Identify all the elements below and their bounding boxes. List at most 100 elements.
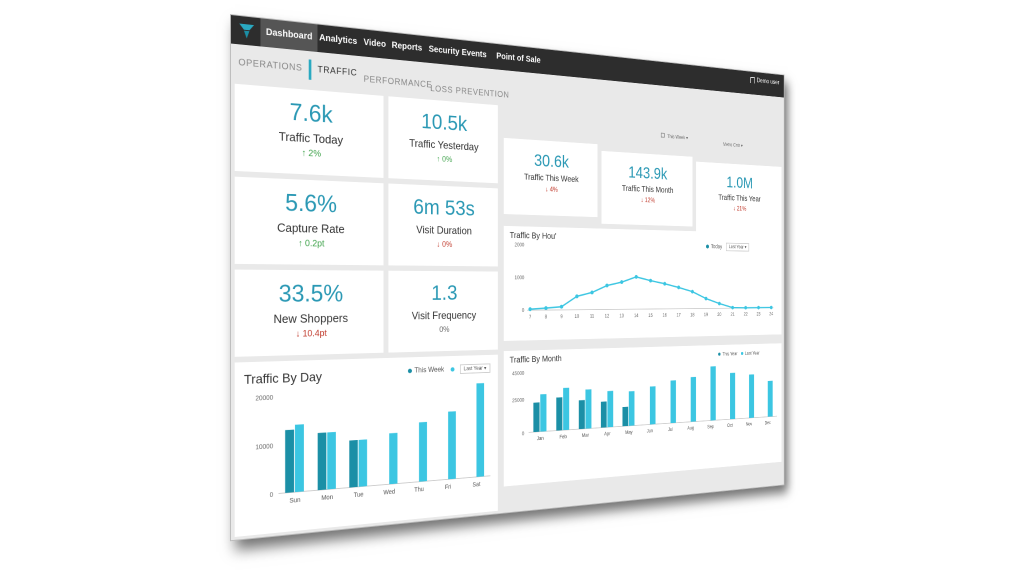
data-point <box>544 306 547 310</box>
traffic-by-hour-chart: 0 1000 2000 7 8 9 10 11 12 13 14 15 16 17 18 19 20 21 22 23… <box>504 226 782 341</box>
x-tick-label: Jan <box>537 436 544 442</box>
bar-compare <box>476 383 484 477</box>
x-tick-label: Sep <box>707 425 714 431</box>
bar-compare <box>711 366 716 420</box>
kpi-value: 10.5k <box>388 107 497 139</box>
x-tick-label: 9 <box>560 314 562 320</box>
x-tick-label: Dec <box>765 421 771 426</box>
x-tick-label: Aug <box>687 426 694 432</box>
y-tick-label: 45000 <box>512 371 524 377</box>
data-point <box>590 291 593 295</box>
data-point <box>705 297 708 301</box>
user-icon <box>750 77 755 84</box>
data-point <box>635 275 638 279</box>
kpi-change: ↓ 21% <box>696 203 781 213</box>
x-tick-label: May <box>625 430 633 436</box>
kpi-change: ↓ 10.4pt <box>235 328 384 341</box>
data-point <box>718 302 721 306</box>
x-tick-label: 12 <box>605 314 610 319</box>
traffic-by-month-panel: Traffic By Month This Year Last Year 0 25… <box>504 343 782 486</box>
x-tick-label: 16 <box>663 313 667 318</box>
x-tick-label: Sun <box>289 497 301 505</box>
bar-current <box>318 432 327 490</box>
kpi-capture-rate: 5.6% Capture Rate ↑ 0.2pt <box>235 177 384 266</box>
data-point <box>620 280 623 284</box>
data-point <box>744 306 747 310</box>
bar-compare <box>540 394 546 432</box>
kpi-change: ↑ 0% <box>388 151 497 166</box>
x-tick-label: Mar <box>582 433 589 439</box>
kpi-visit-duration: 6m 53s Visit Duration ↓ 0% <box>388 184 497 267</box>
bar-compare <box>327 432 336 489</box>
x-tick-label: 14 <box>634 314 638 319</box>
store-filter[interactable]: Metro Cntr ▾ <box>723 142 743 149</box>
traffic-by-day-panel: Traffic By Day This Week Last Year ▾ 0 10… <box>235 355 498 537</box>
bar-current <box>579 400 585 429</box>
kpi-label: Visit Frequency <box>388 309 497 322</box>
data-point <box>691 290 694 294</box>
kpi-label: Visit Duration <box>388 223 497 238</box>
x-tick-label: Feb <box>559 434 566 440</box>
bar-compare <box>670 380 675 423</box>
nav-item-analytics[interactable]: Analytics <box>319 25 357 56</box>
bar-current <box>601 401 607 427</box>
x-tick-label: 19 <box>704 313 708 318</box>
x-tick-label: 17 <box>677 313 681 318</box>
bar-compare <box>295 424 304 492</box>
bar-compare <box>563 388 569 430</box>
data-point <box>649 279 652 283</box>
data-point <box>770 306 773 310</box>
x-tick-label: 21 <box>731 312 735 317</box>
kpi-traffic-yesterday: 10.5k Traffic Yesterday ↑ 0% <box>388 96 497 183</box>
kpi-value: 5.6% <box>235 186 384 220</box>
tab-loss-prevention[interactable]: LOSS PREVENTION <box>430 84 509 100</box>
y-tick-label: 10000 <box>255 443 273 452</box>
bar-compare <box>448 411 456 479</box>
bar-current <box>622 407 628 427</box>
y-tick-label: 0 <box>522 431 524 437</box>
bar-current <box>285 430 294 493</box>
kpi-value: 6m 53s <box>388 194 497 222</box>
bar-compare <box>359 439 367 486</box>
bar-compare <box>629 391 635 426</box>
nav-item-video[interactable]: Video <box>364 30 386 59</box>
tab-traffic[interactable]: TRAFFIC <box>317 65 357 79</box>
tab-performance[interactable]: PERFORMANCE <box>364 74 433 90</box>
tab-operations[interactable]: OPERATIONS <box>238 58 302 74</box>
x-tick-label: Tue <box>354 491 364 499</box>
x-tick-label: 10 <box>575 314 580 320</box>
data-point <box>575 294 578 298</box>
bar-current <box>556 397 562 430</box>
brand-logo-icon <box>238 22 255 41</box>
kpi-change: ↓ 0% <box>388 239 497 250</box>
x-tick-label: Jun <box>647 429 653 435</box>
x-tick-label: 24 <box>769 312 773 317</box>
data-point <box>528 307 531 311</box>
kpi-value: 1.0M <box>696 172 781 194</box>
traffic-by-month-chart: 02500045000Jan Feb Mar Apr May Jun Jul Aug Sep Oc… <box>504 343 782 486</box>
y-tick-label: 0 <box>270 491 274 499</box>
kpi-traffic-week: 30.6k Traffic This Week ↓ 4% <box>504 138 598 217</box>
calendar-icon <box>661 133 665 138</box>
active-tab-marker <box>309 59 312 79</box>
bar-compare <box>768 381 773 417</box>
kpi-traffic-month: 143.9k Traffic This Month ↓ 12% <box>602 151 693 227</box>
x-tick-label: 13 <box>619 314 623 319</box>
user-label: Demo user <box>757 77 780 86</box>
period-filter[interactable]: This Week ▾ <box>661 133 688 141</box>
traffic-by-day-chart: 0 10000 20000 Sun Mon Tue Wed Thu Fri Sat <box>235 355 498 537</box>
y-tick-label: 20000 <box>255 394 273 402</box>
data-point <box>757 306 760 310</box>
x-tick-label: Jul <box>668 427 673 433</box>
kpi-label: New Shoppers <box>235 311 384 327</box>
bar-compare <box>650 386 656 424</box>
nav-item-reports[interactable]: Reports <box>392 33 422 63</box>
x-tick-label: 11 <box>590 314 594 320</box>
bar-compare <box>389 433 397 484</box>
x-tick-label: 8 <box>545 315 547 321</box>
kpi-value: 7.6k <box>235 93 384 132</box>
user-menu[interactable]: Demo user <box>750 76 779 86</box>
kpi-change: ↓ 12% <box>602 195 693 206</box>
kpi-traffic-year: 1.0M Traffic This Year ↓ 21% <box>696 162 781 234</box>
x-tick-label: Nov <box>746 422 752 428</box>
